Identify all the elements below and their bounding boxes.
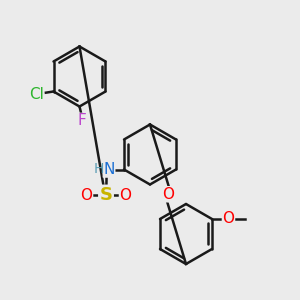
Text: N: N [103, 162, 115, 177]
Text: O: O [223, 212, 235, 226]
Text: O: O [80, 188, 92, 202]
Text: F: F [77, 113, 86, 128]
Text: O: O [119, 188, 131, 202]
Text: S: S [100, 186, 112, 204]
Text: O: O [162, 187, 174, 202]
Text: Cl: Cl [29, 87, 44, 102]
Text: H: H [94, 162, 104, 176]
